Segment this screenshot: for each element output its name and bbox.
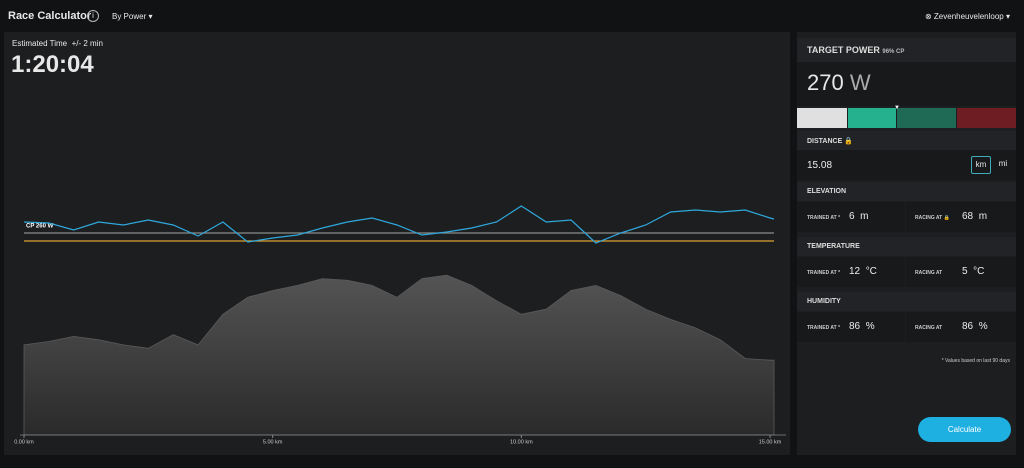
estimate-time: 1:20:04: [11, 51, 94, 78]
cell: [906, 257, 1016, 287]
event-dropdown[interactable]: ⊗ Zevenheuvelenloop ▾: [924, 12, 1010, 21]
info-icon[interactable]: i: [87, 10, 99, 22]
margin: +/- 2 min: [71, 39, 103, 48]
zone: [797, 108, 847, 128]
section-header: [797, 182, 1016, 201]
section-label: HUMIDITY: [807, 298, 841, 305]
trained-label: TRAINED AT *: [807, 325, 841, 331]
zone: [957, 108, 1016, 128]
x-tick-label: 15.00 km: [759, 439, 782, 445]
x-tick-label: 5.00 km: [263, 439, 283, 445]
trained-value: 6: [849, 211, 855, 222]
unit: m: [978, 211, 988, 222]
cell: [797, 257, 905, 287]
trained-value: 86: [849, 321, 861, 332]
chart: CP 260 W 0.00 km 5.00 km 10.00 km 15.00 km: [14, 205, 786, 445]
racing-value: 5: [962, 266, 968, 277]
trained-label: TRAINED AT *: [807, 215, 841, 221]
cell: [797, 202, 905, 232]
mode: By Power: [112, 12, 147, 21]
target-unit: W: [849, 70, 871, 95]
unit: %: [978, 321, 988, 332]
event: Zevenheuvelenloop: [933, 12, 1004, 21]
section-label: ELEVATION: [807, 188, 847, 195]
zone: [897, 108, 956, 128]
section-label: TEMPERATURE: [807, 243, 860, 250]
mode-dropdown[interactable]: By Power ▾: [112, 12, 153, 21]
unit: %: [865, 321, 875, 332]
label: Estimated Time: [12, 39, 68, 48]
target-value: 270: [807, 70, 844, 95]
unit-mi[interactable]: mi: [998, 159, 1008, 168]
racing-label: RACING AT: [915, 270, 943, 276]
section-header: [797, 237, 1016, 256]
racing-label: RACING AT: [915, 325, 943, 331]
racing-label: RACING AT: [915, 215, 943, 221]
unit-km[interactable]: km: [971, 156, 991, 174]
distance-label: DISTANCE: [807, 138, 843, 145]
unit: m: [860, 211, 869, 222]
cell: [797, 312, 905, 342]
racing-value: 68: [962, 211, 974, 222]
trained-value: 12: [849, 266, 861, 277]
distance-value: 15.08: [807, 160, 833, 171]
reference-label: CP 260 W: [26, 224, 54, 230]
app-title: Race Calculator: [8, 10, 92, 22]
x-tick-label: 0.00 km: [14, 439, 34, 445]
power-line: [23, 205, 775, 244]
target-label: TARGET POWER: [807, 45, 880, 55]
zone-marker: ▼: [894, 105, 900, 111]
zone: [848, 108, 896, 128]
estimate-label: Estimated Time +/- 2 min: [12, 39, 103, 48]
x-tick-label: 10.00 km: [510, 439, 533, 445]
calculate-button[interactable]: Calculate: [918, 417, 1011, 442]
racing-value: 86: [962, 321, 974, 332]
elevation-area: [23, 274, 775, 436]
target-cp: 96% CP: [882, 49, 905, 55]
footnote: * Values based on last 90 days: [941, 358, 1010, 364]
cell: [906, 312, 1016, 342]
cell: [906, 202, 1016, 232]
section-header: [797, 292, 1016, 311]
unit: °C: [973, 266, 985, 277]
trained-label: TRAINED AT *: [807, 270, 841, 276]
unit: °C: [865, 266, 877, 277]
